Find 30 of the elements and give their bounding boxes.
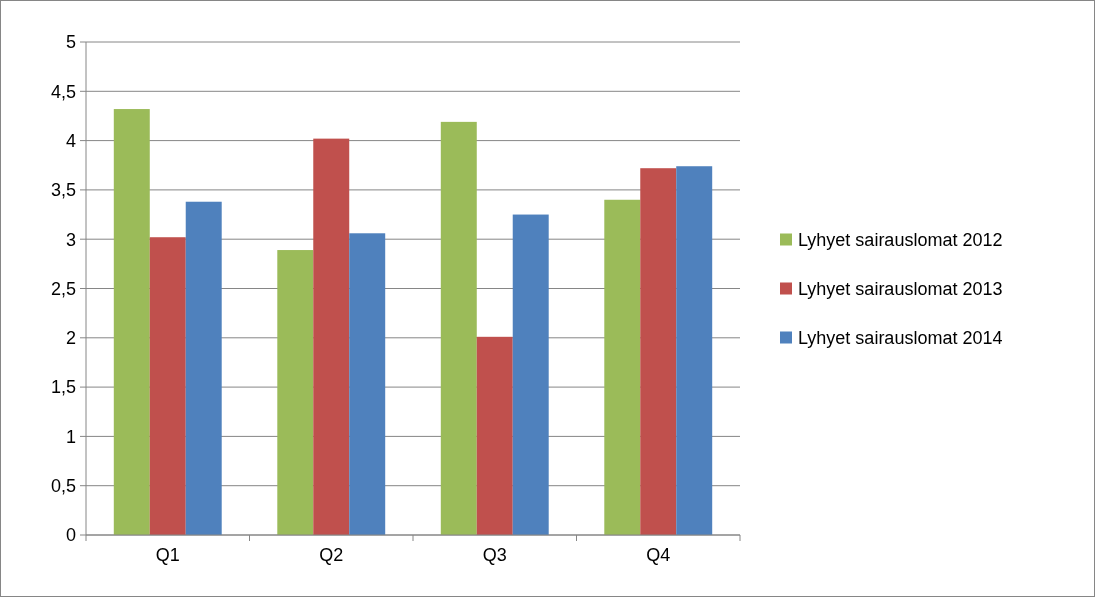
y-tick-label: 4 [65,130,76,151]
y-tick-label: 5 [65,32,76,53]
y-tick-label: 3 [65,229,76,250]
bar [476,336,513,535]
x-tick-label: Q1 [155,545,180,565]
y-tick-label: 1,5 [50,377,76,398]
bar [149,237,186,535]
x-tick-label: Q4 [646,545,671,565]
bar [313,138,350,535]
bar [512,214,549,535]
x-tick-label: Q3 [482,545,507,565]
y-tick-label: 3,5 [50,180,76,201]
y-tick-label: 2 [65,328,76,349]
bar [440,121,477,535]
bar [113,109,150,535]
legend-label: Lyhyet sairauslomat 2012 [798,229,1003,250]
y-tick-label: 0,5 [50,476,76,496]
bar [349,233,386,535]
legend-label: Lyhyet sairauslomat 2014 [798,327,1003,348]
y-tick-label: 0 [65,525,76,546]
bar [676,166,713,535]
y-tick-label: 4,5 [50,81,76,102]
x-tick-label: Q2 [319,545,344,565]
y-tick-label: 1 [65,426,76,447]
y-tick-label: 2,5 [50,278,76,299]
bar [604,199,641,535]
legend-label: Lyhyet sairauslomat 2013 [798,278,1003,299]
bar [277,250,314,535]
bar [185,201,222,535]
bar [640,168,677,535]
